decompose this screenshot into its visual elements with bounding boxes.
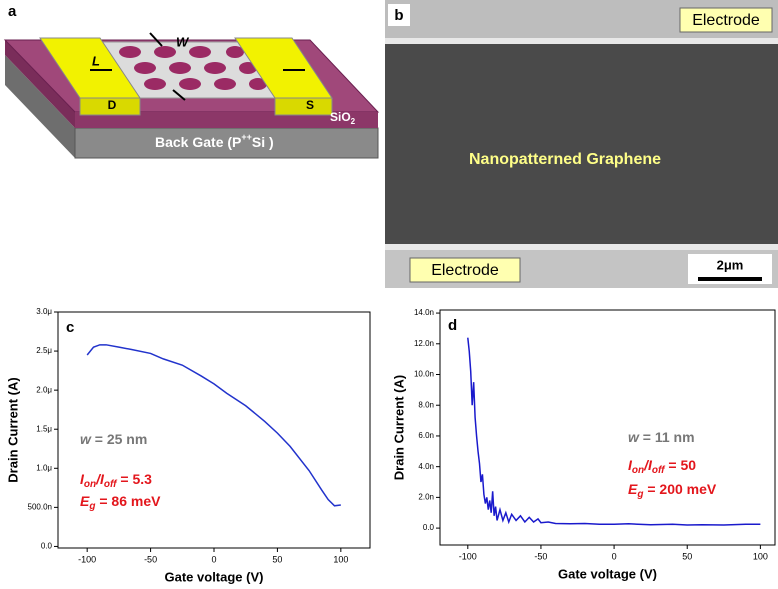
annotation-part: off (652, 465, 666, 476)
y-tick-label: 3.0μ (36, 307, 52, 316)
annotation-part: = 200 meV (643, 481, 716, 497)
annotation: Eg = 200 meV (628, 481, 717, 500)
annotation-part: w (80, 431, 92, 447)
gate-sup: ++ (241, 132, 252, 142)
annotation-part: on (84, 479, 96, 490)
panel-label: d (448, 317, 457, 334)
gate-side (5, 55, 75, 158)
arrows (90, 32, 305, 101)
oxide-side (5, 40, 75, 128)
annotation-part: I (628, 457, 633, 473)
gate-end: Si ) (252, 134, 274, 150)
l-label: L (92, 53, 100, 68)
scale-label: 2μm (717, 257, 744, 272)
panel-label: b (394, 7, 403, 24)
oxide-text: SiO (330, 110, 351, 124)
y-tick-label: 1.0μ (36, 463, 52, 472)
annotation-part: = 5.3 (116, 471, 152, 487)
annotation-part: E (80, 493, 90, 509)
source-label: S (306, 98, 314, 112)
y-tick-label: 4.0n (418, 462, 434, 471)
annotation: Ion/Ioff = 50 (628, 457, 696, 476)
y-tick-label: 2.0n (418, 492, 434, 501)
x-tick-label: 100 (753, 551, 768, 561)
annotation: Eg = 86 meV (80, 493, 161, 512)
electrode-label: Electrode (431, 262, 499, 279)
annotation-part: = 50 (664, 457, 696, 473)
source-front (274, 97, 333, 116)
edge-top (385, 38, 778, 44)
oxide-sub: 2 (351, 117, 356, 126)
annotation-part: E (628, 481, 638, 497)
plot-frame (439, 309, 776, 546)
y-axis-title: Drain Current (A) (391, 375, 406, 480)
w-label: W (176, 34, 190, 49)
y-tick-label: 6.0n (418, 431, 434, 440)
y-tick-label: 0.0 (41, 542, 53, 551)
panel-label: a (8, 3, 17, 20)
graphene-label: Nanopatterned Graphene (469, 151, 661, 168)
annotation-part: g (636, 489, 643, 500)
x-tick-label: -100 (459, 551, 477, 561)
oxide-front (75, 112, 378, 128)
x-tick-label: -50 (534, 551, 547, 561)
annotation-part: = 11 nm (639, 429, 695, 445)
y-tick-label: 12.0n (414, 339, 434, 348)
gate-text: Back Gate (P (155, 134, 241, 150)
panel-b: b Electrode Nanopatterned Graphene Elect… (385, 0, 778, 288)
drain-label: D (108, 98, 117, 112)
gate-label: Back Gate (P++Si ) (155, 132, 274, 149)
y-tick-label: 0.0 (423, 523, 435, 532)
y-axis-title: Drain Current (A) (5, 377, 20, 482)
annotation: w = 25 nm (80, 431, 147, 447)
annotation-part: on (632, 465, 644, 476)
y-tick-label: 14.0n (414, 308, 434, 317)
drain-front (79, 97, 141, 116)
annotation-part: / (95, 471, 102, 487)
y-tick-label: 1.5μ (36, 424, 52, 433)
data-line (467, 337, 761, 526)
x-tick-label: -100 (78, 554, 96, 564)
annotation-part: = 86 meV (95, 493, 161, 509)
panel-a: a W L D S SiO2 Back Gate (P++Si ) (0, 0, 380, 288)
annotation-part: off (104, 479, 118, 490)
holes (119, 46, 267, 90)
oxide-label: SiO2 (330, 110, 356, 126)
annotation-part: = 25 nm (91, 431, 147, 447)
x-tick-label: 100 (333, 554, 348, 564)
annotation-part: I (80, 471, 85, 487)
x-axis-title: Gate voltage (V) (558, 566, 657, 581)
y-tick-label: 2.5μ (36, 346, 52, 355)
edge-bottom (385, 244, 778, 250)
annotation-part: I (648, 457, 653, 473)
annotation: Ion/Ioff = 5.3 (80, 471, 152, 490)
y-tick-label: 10.0n (414, 370, 434, 379)
x-axis-title: Gate voltage (V) (165, 569, 264, 584)
electrode-box (409, 257, 521, 283)
electrode-label: Electrode (692, 12, 760, 29)
annotation: w = 11 nm (628, 429, 695, 445)
annotation-part: I (100, 471, 105, 487)
data-line (86, 344, 341, 507)
label-box (388, 4, 410, 26)
x-tick-label: -50 (144, 554, 157, 564)
panel-label: c (66, 319, 74, 336)
annotation-part: g (88, 501, 95, 512)
annotation-part: / (643, 457, 650, 473)
x-tick-label: 50 (272, 554, 282, 564)
scale-bar (698, 277, 762, 281)
y-tick-label: 2.0μ (36, 385, 52, 394)
sem-bg (385, 0, 778, 288)
x-tick-label: 0 (612, 551, 617, 561)
electrode-box (679, 7, 773, 33)
y-tick-label: 500.0n (28, 502, 52, 511)
x-tick-label: 50 (682, 551, 692, 561)
x-tick-label: 0 (211, 554, 216, 564)
y-tick-label: 8.0n (418, 400, 434, 409)
annotation-part: w (628, 429, 640, 445)
